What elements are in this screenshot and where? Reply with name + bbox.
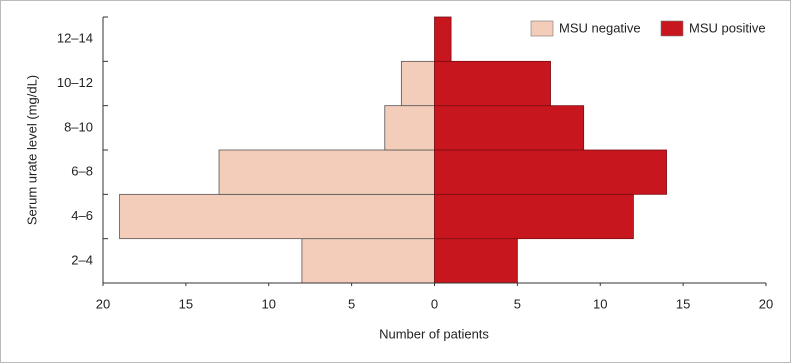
bar [434,105,585,151]
x-tick-label: 10 [262,296,276,311]
x-axis-title: Number of patients [379,326,489,341]
x-tick-label: 20 [96,296,110,311]
x-tick-label: 10 [593,296,607,311]
legend-swatch [660,20,684,37]
bar [301,238,435,284]
x-tick-label: 20 [759,296,773,311]
y-axis-title: Serum urate level (mg/dL) [24,75,39,225]
legend-swatch [530,20,554,37]
bar [384,105,435,151]
bar [434,60,551,107]
y-tick-label: 12–14 [57,31,93,46]
bar [434,16,452,62]
bar [434,149,667,195]
bar [434,238,518,284]
y-tick-label: 4–6 [71,208,93,223]
x-tick-label: 5 [514,296,521,311]
x-tick-label: 15 [179,296,193,311]
y-tick-label: 10–12 [57,75,93,90]
bar [218,149,435,195]
bar [119,193,435,240]
x-tick-label: 15 [676,296,690,311]
y-tick-label: 2–4 [71,252,93,267]
legend-label: MSU positive [689,20,766,35]
bar [400,60,435,107]
legend-label: MSU negative [559,20,641,35]
x-tick-label: 0 [431,296,438,311]
y-tick-label: 8–10 [64,119,93,134]
x-tick-label: 5 [348,296,355,311]
bar [434,193,634,240]
y-tick-label: 6–8 [71,164,93,179]
